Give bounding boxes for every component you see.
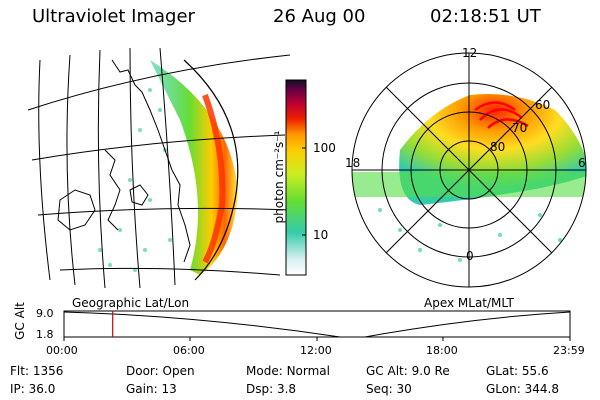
polar-plot bbox=[351, 52, 587, 288]
mlt-label-12: 12 bbox=[462, 46, 478, 60]
altitude-timeline bbox=[63, 310, 571, 341]
timeline-tick-1: 06:00 bbox=[173, 344, 205, 357]
polar-grid bbox=[351, 52, 587, 288]
info-glon: GLon: 344.8 bbox=[486, 382, 559, 396]
timeline-tick-3: 18:00 bbox=[426, 344, 458, 357]
timeline-tick-4: 23:59 bbox=[553, 344, 585, 357]
left-panel-caption: Geographic Lat/Lon bbox=[72, 296, 190, 310]
timeline-tick-0: 00:00 bbox=[46, 344, 78, 357]
timeline-tick-2: 12:00 bbox=[300, 344, 332, 357]
colorbar-unit-label: photon cm⁻²s⁻¹ bbox=[272, 130, 286, 224]
info-flt: Flt: 1356 bbox=[10, 364, 64, 378]
lat-label-80: 80 bbox=[490, 140, 506, 154]
aurora-speckle bbox=[98, 88, 172, 272]
colorbar bbox=[285, 79, 307, 276]
aurora-limb-peak bbox=[202, 93, 226, 264]
info-gcalt: GC Alt: 9.0 Re bbox=[366, 364, 450, 378]
timeline-ymax: 9.0 bbox=[36, 307, 54, 320]
right-panel-caption: Apex MLat/MLT bbox=[424, 296, 514, 310]
altitude-curve bbox=[63, 311, 571, 338]
lat-label-70: 70 bbox=[512, 121, 528, 135]
info-seq: Seq: 30 bbox=[366, 382, 412, 396]
coastlines bbox=[57, 59, 191, 263]
observation-time: 02:18:51 UT bbox=[430, 6, 541, 27]
info-mode: Mode: Normal bbox=[246, 364, 330, 378]
lat-label-60: 60 bbox=[535, 98, 551, 112]
mlt-label-18: 18 bbox=[345, 156, 361, 170]
mlt-label-6: 6 bbox=[578, 156, 586, 170]
info-door: Door: Open bbox=[126, 364, 195, 378]
timeline-frame bbox=[63, 310, 571, 338]
timeline-ymin: 1.8 bbox=[36, 328, 54, 341]
polar-speckle bbox=[368, 208, 562, 262]
geographic-map bbox=[27, 47, 291, 289]
colorbar-label-100: 100 bbox=[313, 141, 336, 155]
info-glat: GLat: 55.6 bbox=[486, 364, 549, 378]
observation-date: 26 Aug 00 bbox=[273, 6, 366, 27]
mlt-label-0: 0 bbox=[466, 249, 474, 263]
info-dsp: Dsp: 3.8 bbox=[246, 382, 297, 396]
timeline-ylabel: GC Alt bbox=[13, 302, 27, 340]
lat-lon-grid bbox=[27, 47, 291, 289]
auroral-arc-rings bbox=[474, 101, 529, 129]
earth-limb bbox=[183, 59, 239, 281]
instrument-title: Ultraviolet Imager bbox=[32, 6, 195, 27]
colorbar-label-10: 10 bbox=[313, 228, 329, 242]
info-ip: IP: 36.0 bbox=[10, 382, 56, 396]
info-gain: Gain: 13 bbox=[126, 382, 177, 396]
